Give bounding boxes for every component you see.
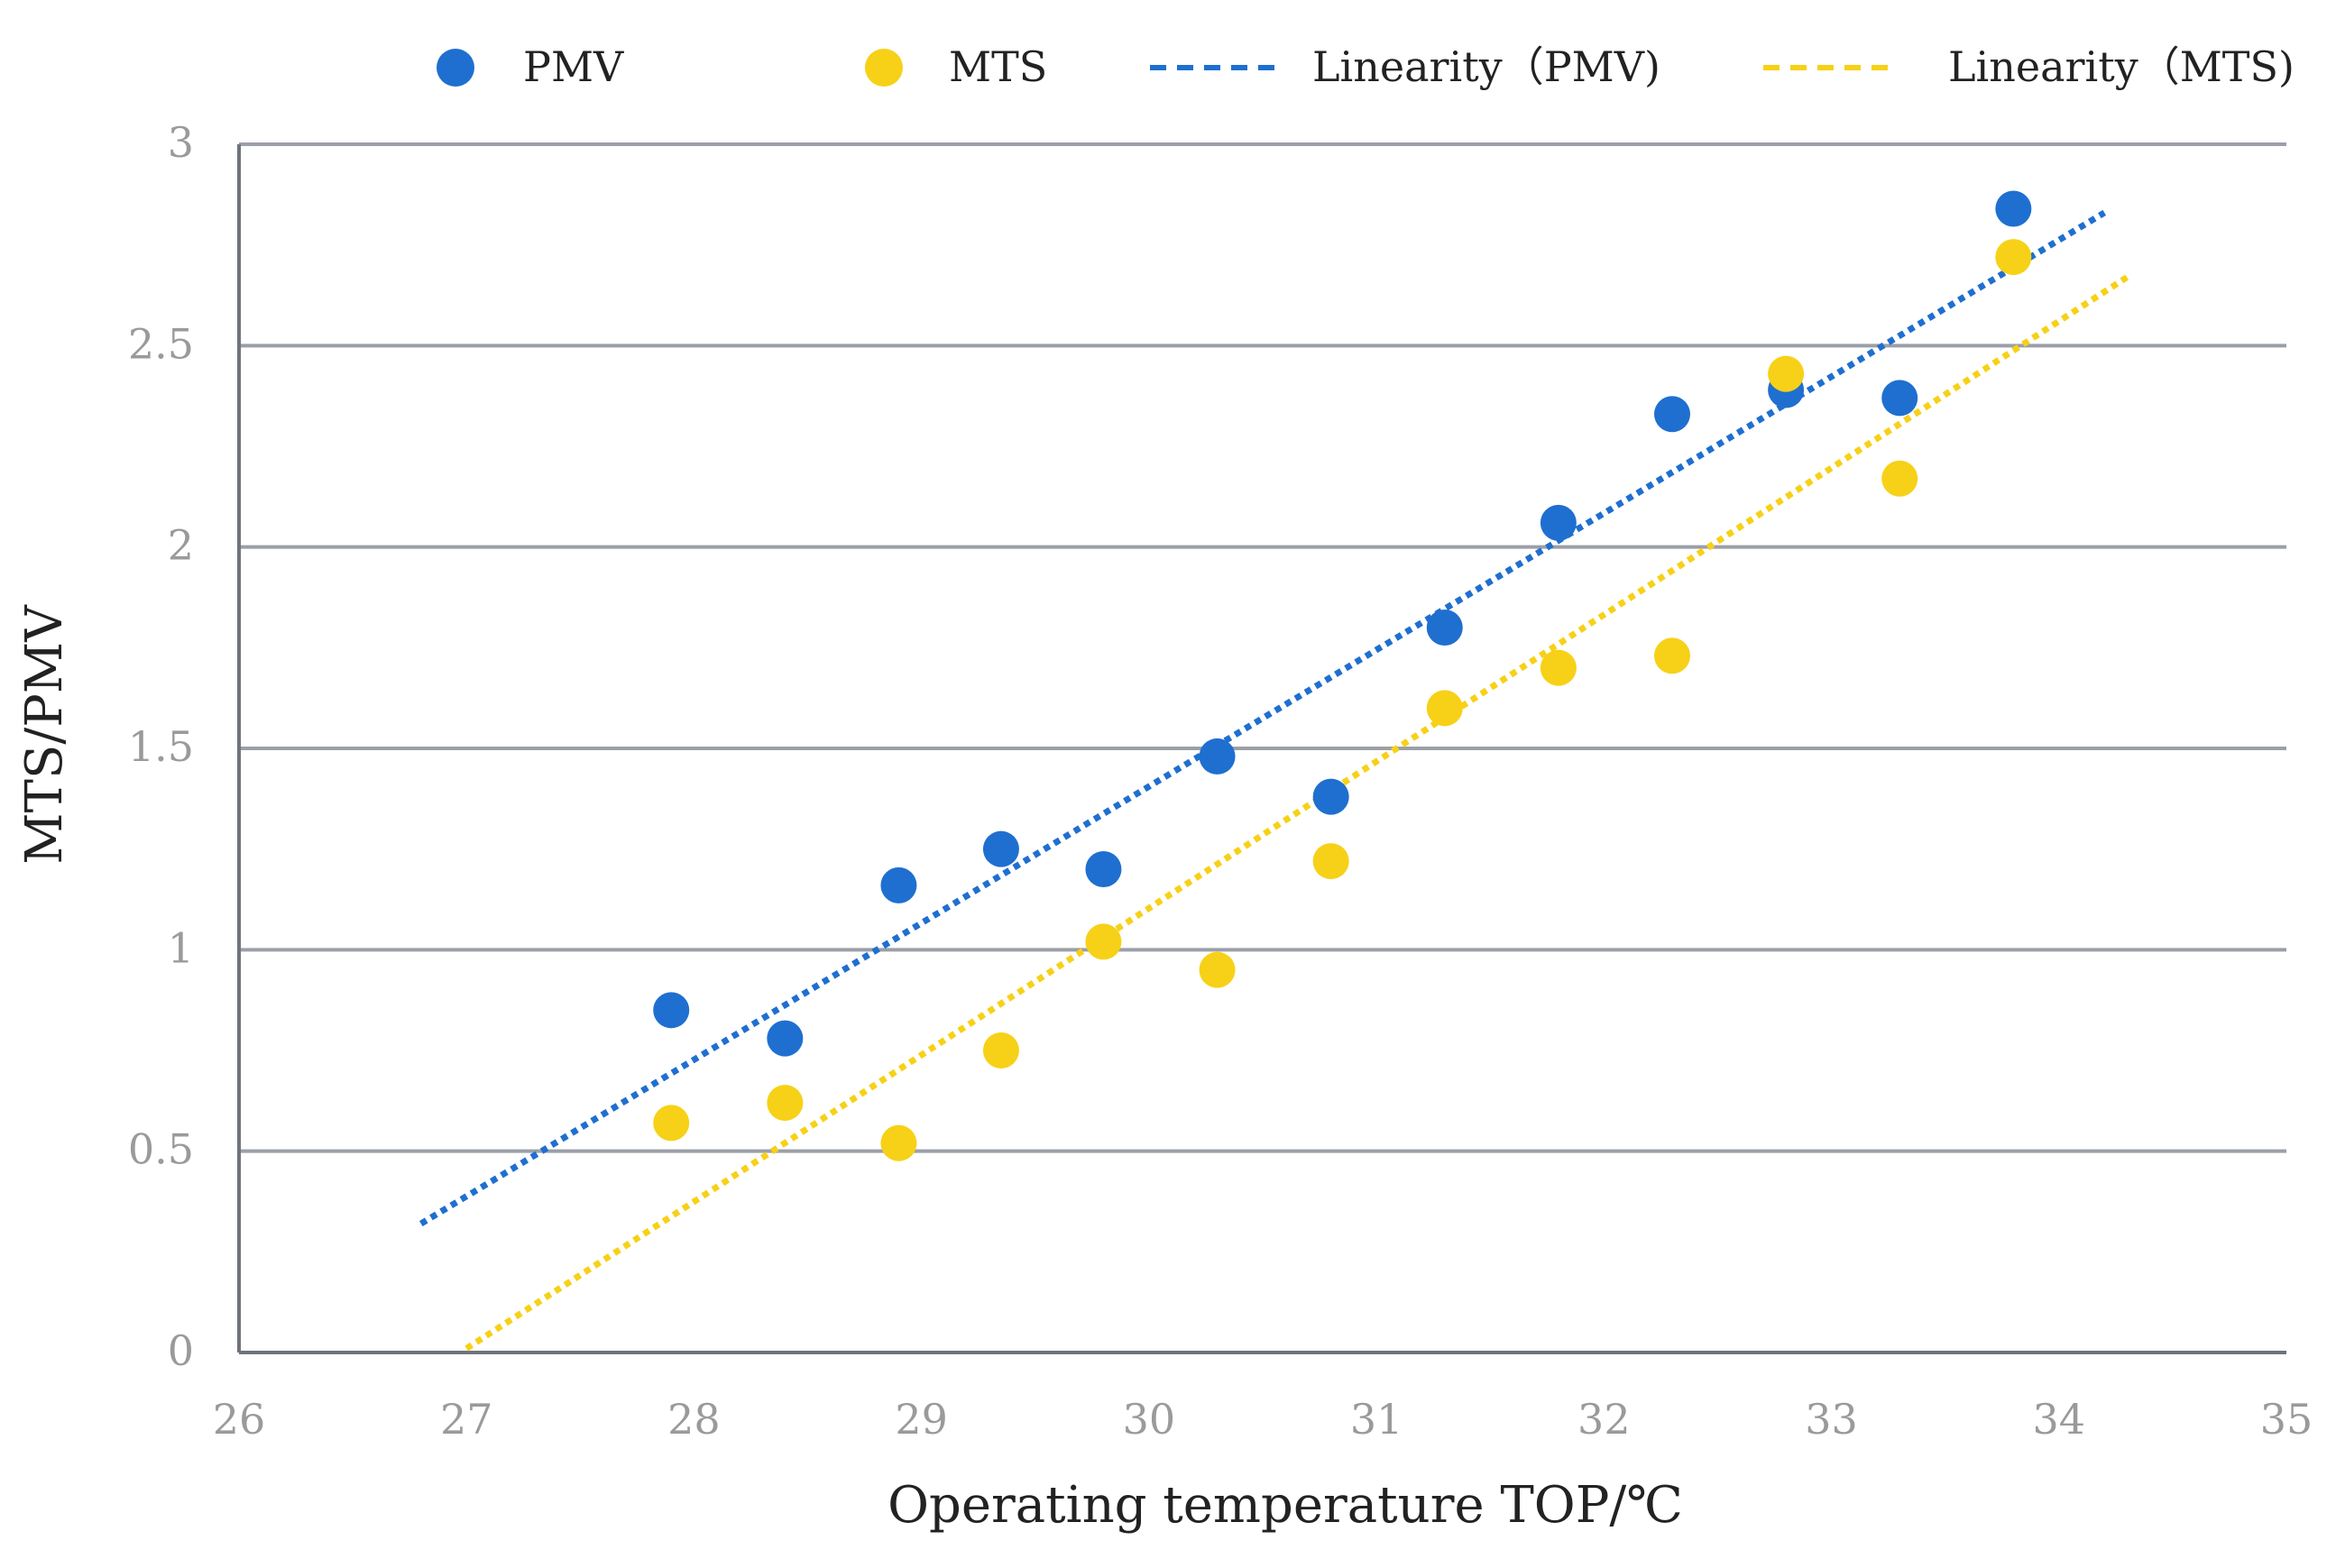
point-mts: [1312, 843, 1349, 880]
point-mts: [1540, 649, 1577, 686]
gridlines: [239, 142, 2286, 1153]
trendline-mts: [464, 274, 2129, 1352]
point-mts: [1995, 239, 2032, 276]
point-mts: [1654, 637, 1690, 674]
tick-labels: 0 0.5 1 1.5 2 2.5 3 26 27 28 29 30 31 32 33 34 35: [128, 118, 2313, 1444]
x-tick-label: 33: [1805, 1395, 1858, 1444]
legend-marker-pmv: [437, 49, 474, 87]
x-tick-label: 35: [2260, 1395, 2313, 1444]
y-tick-label: 0: [168, 1326, 194, 1375]
legend: PMV MTS Linearity（PMV) Linearity（MTS): [437, 42, 2295, 91]
point-mts: [1199, 951, 1236, 988]
point-pmv: [1995, 190, 2032, 227]
point-mts: [1085, 923, 1122, 960]
point-mts: [653, 1105, 690, 1142]
legend-label-mts: MTS: [949, 42, 1047, 91]
x-axis-title: Operating temperature TOP/℃: [887, 1476, 1683, 1535]
point-pmv: [1426, 610, 1463, 646]
y-axis-title: MTS/PMV: [15, 604, 74, 865]
x-tick-label: 29: [895, 1395, 948, 1444]
legend-label-pmv: PMV: [523, 42, 624, 91]
x-tick-label: 30: [1123, 1395, 1176, 1444]
y-tick-label: 0.5: [128, 1125, 194, 1174]
point-pmv: [982, 830, 1019, 867]
legend-label-linearity-pmv: Linearity（PMV): [1312, 42, 1660, 91]
point-mts: [1768, 355, 1805, 392]
legend-marker-mts: [865, 49, 903, 87]
point-mts: [982, 1032, 1019, 1068]
axes: [237, 144, 2286, 1354]
y-tick-label: 3: [168, 118, 194, 167]
y-tick-label: 1.5: [128, 722, 194, 771]
point-pmv: [767, 1020, 804, 1057]
trendlines: [418, 209, 2129, 1352]
trendline-pmv: [418, 209, 2107, 1227]
point-pmv: [1085, 851, 1122, 887]
point-pmv: [1881, 380, 1918, 417]
point-pmv: [653, 992, 690, 1029]
point-mts: [880, 1124, 917, 1161]
x-tick-label: 32: [1577, 1395, 1631, 1444]
point-mts: [767, 1085, 804, 1122]
x-tick-label: 26: [213, 1395, 266, 1444]
x-tick-label: 27: [440, 1395, 493, 1444]
point-pmv: [1540, 504, 1577, 541]
point-pmv: [1199, 738, 1236, 775]
point-mts: [1426, 690, 1463, 727]
point-pmv: [880, 867, 917, 903]
x-tick-label: 31: [1350, 1395, 1403, 1444]
data-points: [653, 190, 2032, 1161]
y-tick-label: 2.5: [128, 319, 194, 368]
point-pmv: [1654, 396, 1690, 433]
y-tick-label: 2: [168, 521, 194, 570]
point-mts: [1881, 460, 1918, 497]
point-pmv: [1312, 778, 1349, 815]
y-tick-label: 1: [168, 923, 194, 972]
legend-label-linearity-mts: Linearity（MTS): [1948, 42, 2295, 91]
x-tick-label: 34: [2033, 1395, 2086, 1444]
x-tick-label: 28: [667, 1395, 721, 1444]
